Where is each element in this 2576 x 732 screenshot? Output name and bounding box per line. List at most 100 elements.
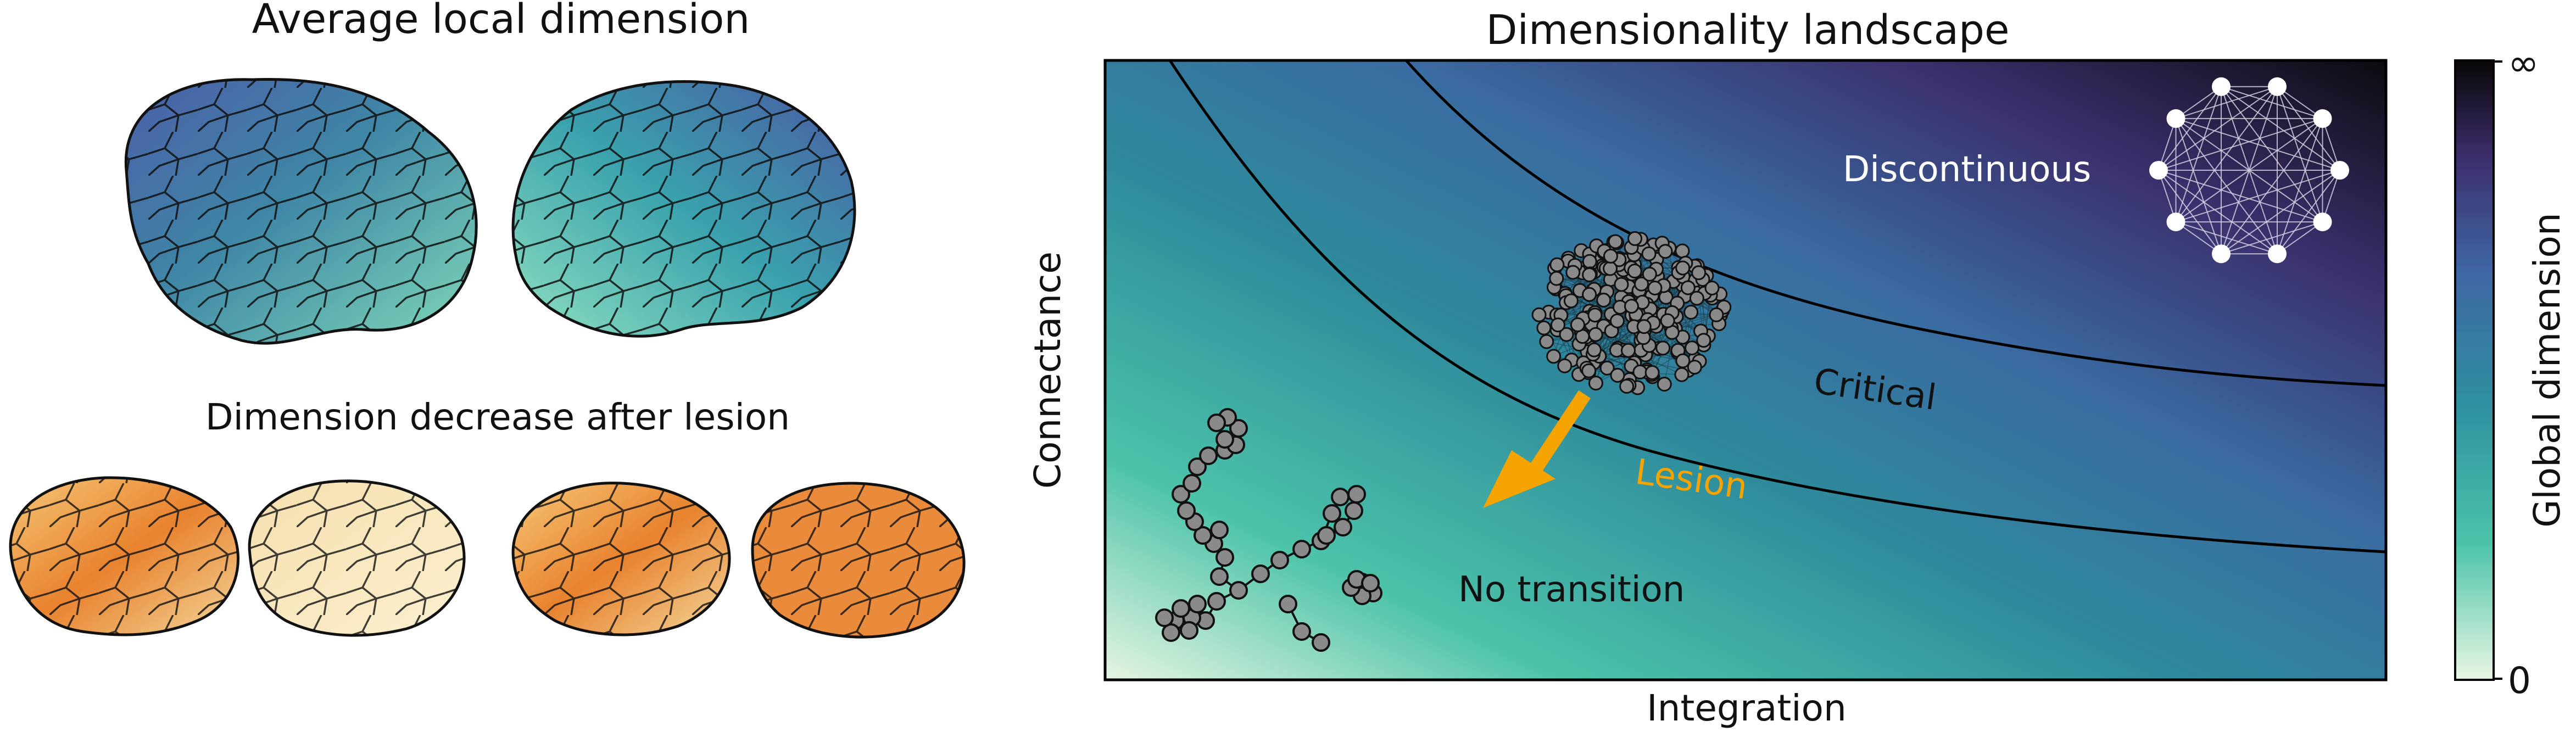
complete-graph-node bbox=[2149, 161, 2168, 180]
cluster-node bbox=[1614, 277, 1629, 292]
cluster-node bbox=[1644, 365, 1660, 381]
complete-graph-edge bbox=[2221, 86, 2340, 171]
cluster-node bbox=[1559, 327, 1574, 342]
brain-lesion-map-2 bbox=[248, 479, 466, 637]
brain-lesion-map-1 bbox=[9, 476, 239, 636]
cluster-node bbox=[1588, 327, 1603, 342]
cluster-node bbox=[1634, 276, 1649, 292]
cluster-node bbox=[1557, 358, 1573, 373]
complete-graph-edge bbox=[2176, 221, 2278, 255]
sparse-node bbox=[1188, 457, 1207, 476]
cluster-node bbox=[1655, 340, 1671, 356]
sparse-node bbox=[1188, 595, 1207, 613]
complete-graph-edge bbox=[2158, 170, 2323, 223]
cluster-node bbox=[1704, 280, 1720, 295]
cluster-node bbox=[1549, 257, 1565, 272]
complete-graph-edge bbox=[2221, 86, 2323, 119]
cluster-node bbox=[1691, 265, 1707, 281]
cluster-node bbox=[1621, 343, 1636, 358]
cluster-node bbox=[1588, 376, 1603, 391]
complete-graph bbox=[2149, 77, 2349, 264]
complete-graph-edge bbox=[2158, 170, 2278, 255]
cluster-node bbox=[1675, 243, 1690, 259]
cluster-node bbox=[1687, 360, 1702, 375]
landscape-plot-area bbox=[1105, 60, 2386, 680]
sparse-network bbox=[1155, 408, 1382, 652]
sparse-node bbox=[1180, 621, 1198, 640]
cluster-node bbox=[1642, 266, 1657, 282]
cluster-node bbox=[1609, 313, 1625, 328]
cluster-node bbox=[1683, 305, 1699, 320]
boundary-upper bbox=[1405, 60, 2386, 387]
cluster-node bbox=[1658, 244, 1673, 259]
complete-graph-edge bbox=[2176, 118, 2340, 171]
cluster-node bbox=[1596, 292, 1612, 308]
x-axis-label: Integration bbox=[1647, 687, 1847, 729]
sparse-node bbox=[1172, 485, 1190, 504]
cluster-node bbox=[1603, 261, 1618, 276]
complete-graph-node bbox=[2166, 109, 2185, 128]
lesion-arrow bbox=[1483, 390, 1591, 508]
sparse-node bbox=[1270, 551, 1289, 569]
sparse-node bbox=[1345, 501, 1363, 520]
cluster-node bbox=[1587, 308, 1603, 323]
sparse-node bbox=[1215, 430, 1234, 449]
cluster-node bbox=[1627, 231, 1643, 246]
sparse-node bbox=[1210, 567, 1229, 586]
cluster-node bbox=[1582, 287, 1597, 302]
cluster-node bbox=[1632, 364, 1648, 379]
complete-graph-node bbox=[2267, 244, 2287, 264]
sparse-node bbox=[1323, 504, 1341, 523]
cluster-node bbox=[1685, 340, 1700, 356]
cluster-node bbox=[1570, 317, 1585, 332]
complete-graph-edge bbox=[2221, 170, 2340, 255]
complete-graph-edge bbox=[2277, 86, 2323, 222]
sparse-node bbox=[1183, 474, 1201, 493]
cluster-node bbox=[1539, 334, 1554, 349]
cluster-node bbox=[1709, 307, 1724, 322]
cluster-node bbox=[1641, 246, 1657, 261]
brain-lesion-map-4 bbox=[751, 482, 966, 639]
colorbar-label: Global dimension bbox=[2526, 213, 2568, 527]
complete-graph-node bbox=[2267, 77, 2287, 96]
cluster-node bbox=[1657, 377, 1672, 392]
region-label-discontinuous: Discontinuous bbox=[1843, 149, 2091, 190]
sparse-node bbox=[1347, 485, 1366, 504]
region-label-no-transition: No transition bbox=[1458, 569, 1685, 610]
complete-graph-node bbox=[2313, 109, 2332, 128]
sparse-node bbox=[1210, 521, 1229, 539]
cluster-node bbox=[1675, 260, 1691, 276]
complete-graph-edge bbox=[2221, 86, 2278, 254]
cluster-node bbox=[1549, 271, 1564, 286]
sparse-node bbox=[1194, 526, 1212, 545]
brain-lesion-map-3 bbox=[511, 482, 731, 636]
cluster-node bbox=[1674, 367, 1690, 382]
complete-graph-edge bbox=[2158, 86, 2222, 171]
cluster-node bbox=[1689, 290, 1704, 306]
cluster-node bbox=[1586, 342, 1602, 357]
sparse-node bbox=[1229, 419, 1248, 438]
sparse-node bbox=[1229, 581, 1248, 600]
cluster-node bbox=[1581, 363, 1597, 378]
cluster-node bbox=[1603, 248, 1618, 264]
landscape-title: Dimensionality landscape bbox=[1486, 7, 2009, 54]
complete-graph-edge bbox=[2158, 170, 2222, 254]
cluster-node bbox=[1624, 299, 1639, 314]
cluster-node bbox=[1582, 267, 1597, 282]
brain-left-hemisphere-average bbox=[124, 78, 478, 345]
cluster-node bbox=[1565, 265, 1581, 280]
sparse-node bbox=[1334, 518, 1352, 537]
sparse-node bbox=[1215, 548, 1234, 567]
complete-graph-node bbox=[2166, 213, 2185, 232]
cluster-node bbox=[1531, 307, 1547, 322]
cluster-node bbox=[1608, 234, 1623, 249]
cluster-node bbox=[1636, 319, 1652, 334]
complete-graph-edge bbox=[2175, 86, 2222, 222]
colorbar bbox=[2454, 59, 2495, 681]
y-axis-label: Connectance bbox=[1027, 252, 1069, 489]
cluster-node bbox=[1660, 313, 1675, 328]
complete-graph-node bbox=[2212, 77, 2231, 96]
colorbar-tick-min-label: 0 bbox=[2508, 660, 2531, 702]
complete-graph-edge bbox=[2158, 86, 2278, 171]
